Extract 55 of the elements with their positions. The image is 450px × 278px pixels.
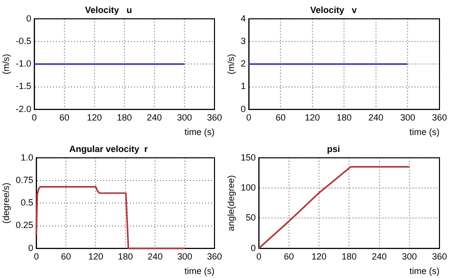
y-tick-label: 0 — [28, 242, 34, 253]
x-tick-label: 60 — [61, 251, 72, 262]
y-tick-label: -0.5 — [16, 36, 32, 46]
x-axis-title: time (s) — [409, 266, 440, 276]
x-tick-label: 360 — [206, 112, 222, 122]
x-axis-title: time (s) — [409, 127, 440, 138]
x-tick-label: 360 — [206, 251, 222, 262]
x-tick-label: 120 — [88, 251, 104, 262]
x-tick-label: 360 — [432, 251, 448, 262]
x-tick-label: 60 — [59, 112, 70, 122]
y-tick-label: 0.25 — [16, 220, 34, 230]
x-tick-label: 300 — [176, 112, 192, 122]
x-tick-label: 180 — [342, 251, 357, 262]
x-tick-label: 180 — [118, 251, 133, 262]
x-tick-label: 180 — [336, 112, 352, 122]
y-tick-label: 2 — [240, 58, 246, 69]
x-tick-label: 180 — [116, 112, 132, 122]
y-tick-label: 0.75 — [16, 174, 34, 185]
x-tick-label: 360 — [432, 112, 448, 122]
y-tick-label: -1.5 — [16, 81, 32, 92]
x-tick-label: 300 — [402, 251, 417, 262]
x-tick-label: 240 — [372, 251, 387, 262]
y-tick-label: 50 — [246, 212, 256, 223]
x-axis-title: time (s) — [184, 266, 214, 276]
y-tick-label: 100 — [240, 182, 256, 192]
chart-title: psi — [326, 144, 340, 154]
y-axis-title: (m/s) — [0, 54, 11, 74]
x-tick-label: 120 — [312, 251, 327, 262]
y-tick-label: 0.5 — [20, 198, 34, 208]
y-tick-label: -2.0 — [16, 104, 32, 114]
y-axis-title: angle(degree) — [226, 175, 236, 232]
chart-title: Velocity v — [310, 4, 357, 15]
x-tick-label: 120 — [86, 112, 102, 122]
x-tick-label: 240 — [146, 112, 162, 122]
y-tick-label: 150 — [240, 152, 256, 162]
x-tick-label: 120 — [304, 112, 320, 122]
chart-title: Angular velocity r — [69, 144, 148, 154]
y-tick-label: 0 — [26, 13, 32, 24]
y-tick-label: 4 — [240, 13, 246, 24]
x-tick-label: 60 — [276, 112, 286, 122]
y-tick-label: 1 — [240, 81, 246, 92]
y-axis-title: (m/s) — [226, 54, 236, 74]
x-axis-title: time (s) — [184, 127, 214, 138]
x-tick-label: 60 — [284, 251, 294, 262]
y-tick-label: 0 — [240, 104, 246, 114]
y-tick-label: 1.0 — [20, 152, 34, 162]
chart-title: Velocity u — [84, 4, 132, 15]
x-tick-label: 300 — [177, 251, 192, 262]
x-tick-label: 300 — [400, 112, 416, 122]
y-tick-label: 3 — [240, 36, 246, 46]
x-tick-label: 240 — [148, 251, 163, 262]
y-tick-label: 0 — [250, 242, 256, 253]
y-axis-title: (degree/s) — [0, 182, 11, 224]
x-tick-label: 240 — [368, 112, 384, 122]
y-tick-label: -1.0 — [16, 58, 32, 69]
